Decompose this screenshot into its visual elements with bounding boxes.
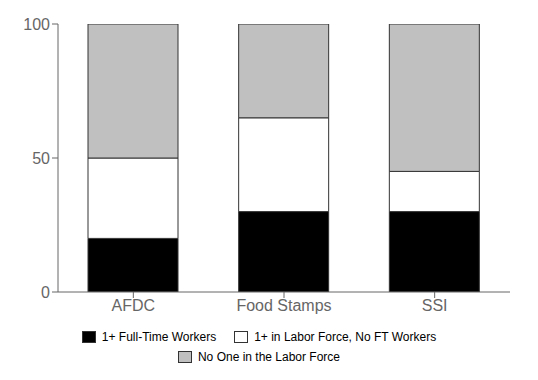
svg-text:SSI: SSI — [422, 297, 448, 314]
svg-text:AFDC: AFDC — [112, 297, 156, 314]
svg-text:100: 100 — [23, 16, 50, 33]
html-text:1+ in Labor Force, No FT Worke: 1+ in Labor Force, No FT Workers — [254, 330, 437, 344]
svg-text:50: 50 — [32, 150, 50, 167]
svg-text:Food Stamps: Food Stamps — [236, 297, 331, 314]
svg-text:0: 0 — [41, 284, 50, 301]
html-text:No One in the Labor Force: No One in the Labor Force — [198, 350, 340, 364]
html-text:1+ Full-Time Workers: 1+ Full-Time Workers — [101, 330, 217, 344]
